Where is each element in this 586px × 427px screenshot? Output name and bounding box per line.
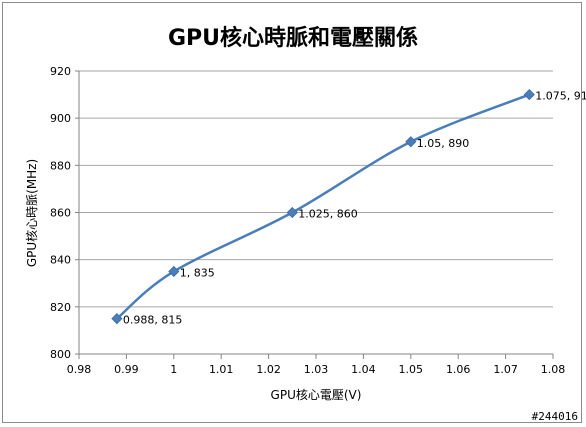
x-tick-label: 1	[170, 363, 177, 376]
chart-title: GPU核心時脈和電壓關係	[168, 25, 418, 51]
data-label: 1, 835	[180, 266, 215, 279]
series-line	[116, 93, 530, 320]
data-label: 0.988, 815	[123, 314, 182, 327]
y-tick-label: 840	[50, 254, 71, 267]
data-point-marker	[286, 206, 298, 219]
x-tick-label: 1.01	[209, 363, 234, 376]
data-point-marker	[405, 136, 417, 148]
x-tick-label: 0.98	[67, 363, 92, 376]
data-point-marker	[523, 89, 535, 101]
data-label: 1.075, 910	[535, 90, 586, 103]
y-tick-label: 860	[50, 207, 71, 220]
x-tick-label: 0.99	[114, 363, 139, 376]
y-tick-label: 920	[50, 65, 71, 78]
data-point-marker	[168, 265, 180, 278]
x-tick-label: 1.02	[256, 363, 281, 376]
data-point-marker	[111, 313, 123, 325]
data-label: 1.025, 860	[298, 208, 357, 221]
y-axis-title: GPU核心時脈(MHz)	[25, 159, 39, 267]
data-labels: 0.988, 815 1, 835 1.025, 860 1.05, 890 1.075…	[123, 90, 586, 327]
y-tick-label: 820	[50, 301, 71, 314]
y-tick-label: 900	[50, 112, 71, 125]
x-tick-label: 1.08	[541, 363, 566, 376]
x-axis-title: GPU核心電壓(V)	[271, 388, 362, 402]
axes: 800 820 840 860 880 900 920 0.98 0.99 1 1.01 1.02 1.…	[50, 65, 565, 376]
x-tick-label: 1.07	[493, 363, 518, 376]
watermark-text: #244016	[531, 410, 578, 423]
y-tick-label: 880	[50, 159, 71, 172]
gridlines	[79, 70, 553, 308]
x-tick-label: 1.06	[446, 363, 471, 376]
data-series	[111, 89, 535, 325]
x-tick-label: 1.03	[304, 363, 329, 376]
x-tick-label: 1.05	[399, 363, 424, 376]
data-label: 1.05, 890	[417, 137, 469, 150]
x-tick-label: 1.04	[351, 363, 376, 376]
y-tick-label: 800	[50, 348, 71, 361]
